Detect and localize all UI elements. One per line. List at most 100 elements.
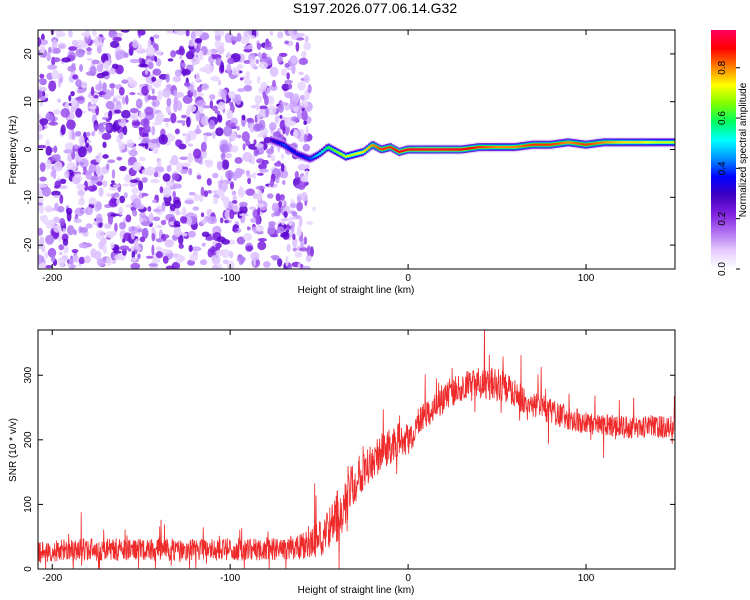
spectrogram-ridge-cell xyxy=(613,141,617,144)
spectrogram-noise-blob xyxy=(229,181,234,190)
spectrogram-ridge-cell xyxy=(429,148,433,151)
spectrogram-ridge-cell xyxy=(318,152,322,155)
spectrogram-noise-blob xyxy=(132,165,140,171)
spectrogram-noise-blob xyxy=(111,63,119,69)
spectrogram-noise-blob xyxy=(68,94,72,102)
spectrogram-ridge-cell xyxy=(536,143,540,146)
colorbar-tick-label: 0.2 xyxy=(717,211,728,225)
spectrogram-noise-blob xyxy=(236,32,242,43)
spectrogram-noise-blob xyxy=(113,250,122,254)
spectrogram-ridge-cell xyxy=(626,141,630,144)
spectrogram-noise-blob xyxy=(136,228,144,233)
spectrogram-noise-blob xyxy=(245,188,256,196)
spectrogram-noise-blob xyxy=(51,69,60,80)
spectrogram-ridge-cell xyxy=(581,143,585,146)
spectrogram-noise-blob xyxy=(205,236,213,241)
spectrogram-noise-blob xyxy=(59,77,63,84)
spectrogram-noise-blob xyxy=(180,114,187,119)
spectrogram-noise-blob xyxy=(239,201,248,207)
spectrogram-noise-blob xyxy=(232,228,239,232)
spectrogram-noise-blob xyxy=(222,259,229,265)
snr-y-tick-label: 0 xyxy=(23,566,34,572)
spectrogram-noise-blob xyxy=(80,193,84,202)
spectrogram-noise-blob xyxy=(142,215,147,221)
spectrogram-ridge-cell xyxy=(295,152,299,155)
spectrogram-noise-blob xyxy=(243,45,253,50)
spectrogram-ridge-cell xyxy=(619,141,623,144)
spectrogram-noise-blob xyxy=(294,171,299,179)
spectrogram-noise-blob xyxy=(110,231,118,236)
spectrogram-noise-blob xyxy=(173,89,177,97)
spectrogram-noise-blob xyxy=(151,125,156,136)
spectrogram-noise-blob xyxy=(295,32,306,37)
spectrogram-noise-blob xyxy=(47,46,52,54)
spectrogram-noise-blob xyxy=(171,172,180,181)
spectrogram-noise-blob xyxy=(253,123,261,132)
spectrogram-noise-blob xyxy=(166,164,172,173)
spectrogram-noise-blob xyxy=(275,193,281,202)
spectrogram-noise-blob xyxy=(215,242,222,249)
spectrogram-noise-blob xyxy=(150,95,158,101)
spectrogram-noise-blob xyxy=(97,36,106,41)
spectrogram-noise-blob xyxy=(226,109,234,120)
spectrogram-noise-blob xyxy=(292,237,298,248)
spectrogram-noise-blob xyxy=(298,247,309,252)
spectrogram-noise-blob xyxy=(162,88,172,98)
spectrogram-noise-blob xyxy=(139,110,143,120)
spectrogram-noise-blob xyxy=(66,210,72,222)
spectrogram-noise-blob xyxy=(287,83,293,90)
spectrogram-noise-blob xyxy=(246,117,253,123)
spectrogram-noise-blob xyxy=(98,80,102,90)
spectrogram-noise-blob xyxy=(196,174,202,180)
spectrogram-ridge-cell xyxy=(406,148,410,151)
spectrogram-noise-blob xyxy=(122,183,129,187)
spectrogram-ridge-cell xyxy=(542,143,546,146)
spectrogram-noise-blob xyxy=(269,179,275,188)
spectrogram-noise-blob xyxy=(101,132,112,141)
spectrogram-noise-blob xyxy=(106,192,112,197)
spectrogram-noise-blob xyxy=(245,245,254,252)
spectrogram-noise-blob xyxy=(90,248,97,259)
spectrogram-noise-blob xyxy=(179,156,189,161)
spectrogram-ridge-cell xyxy=(449,148,452,151)
spectrogram-ridge-cell xyxy=(483,145,487,149)
spectrogram-ridge-cell xyxy=(668,141,672,144)
spectrogram-noise-blob xyxy=(181,206,187,217)
spectrogram-noise-blob xyxy=(109,30,117,35)
spectrogram-noise-blob xyxy=(47,64,58,70)
spectrogram-ridge-cell xyxy=(423,148,427,151)
spectrogram-noise-blob xyxy=(119,245,130,251)
spectrogram-noise-blob xyxy=(39,87,48,92)
spectrogram-ridge-cell xyxy=(506,145,510,149)
spectrogram-noise-blob xyxy=(277,258,283,267)
spectrogram-noise-blob xyxy=(62,238,69,246)
spectrogram-noise-blob xyxy=(243,60,252,64)
spectrogram-noise-blob xyxy=(231,190,237,196)
spectrogram-ridge-cell xyxy=(459,148,463,151)
spectrogram-ridge-cell xyxy=(463,147,467,151)
spectrogram-noise-blob xyxy=(38,183,46,188)
spectrogram-noise-blob xyxy=(76,88,85,94)
spectrogram-ridge-cell xyxy=(602,141,606,144)
spectrogram-ridge-cell xyxy=(596,141,600,145)
spectrogram-noise-blob xyxy=(162,117,172,123)
spectrogram-noise-blob xyxy=(229,209,235,220)
snr-y-tick-label: 200 xyxy=(23,431,34,448)
spectrogram-ridge-cell xyxy=(609,141,612,144)
spectrogram-noise-blob xyxy=(257,241,267,251)
spectrogram-noise-blob xyxy=(71,39,79,47)
spectrogram-noise-blob xyxy=(297,163,307,171)
spectrogram-noise-blob xyxy=(138,63,149,68)
spectrogram-noise-blob xyxy=(212,172,219,179)
spectrogram-noise-blob xyxy=(132,209,138,217)
spectrogram-noise-blob xyxy=(272,257,279,261)
spectrogram-noise-blob xyxy=(202,105,211,109)
spectrogram-noise-blob xyxy=(154,165,165,173)
spectrogram-ridge-cell xyxy=(451,148,454,151)
spectrogram-noise-blob xyxy=(53,194,60,199)
spectrogram-noise-blob xyxy=(145,166,156,176)
spectrogram-ridge-cell xyxy=(645,141,649,144)
spectrogram-noise-blob xyxy=(155,50,163,56)
spectrogram-noise-blob xyxy=(68,46,78,51)
spectrogram-ridge-cell xyxy=(395,149,399,152)
